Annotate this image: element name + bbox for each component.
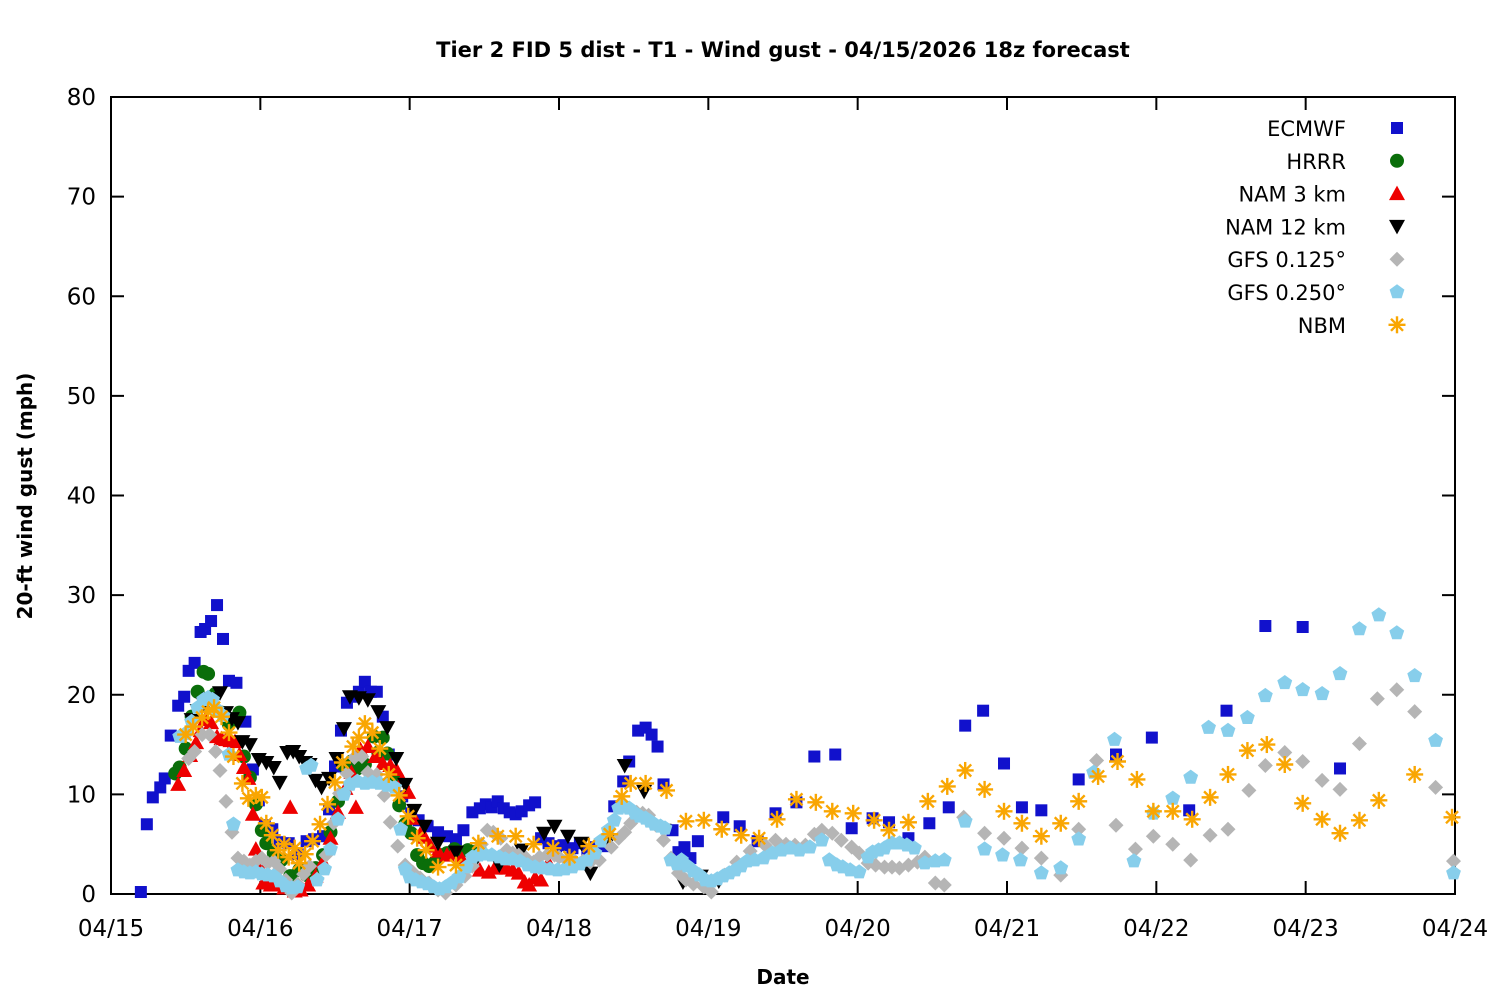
data-markers [134,599,1462,901]
legend-item-nam-12-km: NAM 12 km [1225,215,1405,239]
y-tick-label: 30 [67,583,96,609]
y-tick-label: 50 [67,384,96,410]
legend-label: NAM 12 km [1225,215,1346,239]
legend-item-gfs-0-125-: GFS 0.125° [1227,248,1405,272]
x-tick-label: 04/16 [227,916,293,942]
legend-marker-circle-icon [1390,153,1404,168]
series-gfs-0-125- [181,682,1462,901]
legend-label: HRRR [1286,150,1346,174]
x-tick-label: 04/18 [526,916,592,942]
legend-marker-pentagon-icon [1389,284,1405,299]
x-tick-label: 04/17 [377,916,443,942]
x-tick-label: 04/15 [78,916,144,942]
legend-label: GFS 0.250° [1227,281,1346,305]
y-tick-label: 40 [67,484,96,510]
plot-axes: 0 10 20 30 40 50 60 70 80 04/15 04/16 04/17 04/18 04/… [67,85,1488,942]
legend-item-nbm: NBM [1298,314,1406,338]
legend-item-ecmwf: ECMWF [1267,117,1403,141]
x-tick-label: 04/19 [675,916,741,942]
legend-marker-triangle-down-icon [1389,219,1405,235]
legend-label: NBM [1298,314,1346,338]
series-nbm [177,699,1461,876]
legend-label: NAM 3 km [1238,183,1346,207]
y-tick-label: 70 [67,185,96,211]
series-gfs-0-250- [172,607,1461,896]
y-tick-label: 0 [81,882,96,908]
legend-marker-asterisk-icon [1388,316,1406,334]
legend-marker-triangle-up-icon [1389,185,1405,201]
chart-title: Tier 2 FID 5 dist - T1 - Wind gust - 04/… [436,38,1130,62]
y-axis-label: 20-ft wind gust (mph) [13,373,37,620]
x-tick-label: 04/22 [1123,916,1189,942]
y-tick-label: 10 [67,782,96,808]
legend-marker-diamond-icon [1389,251,1405,267]
legend-item-gfs-0-250-: GFS 0.250° [1227,281,1405,305]
y-tick-label: 20 [67,683,96,709]
legend-item-hrrr: HRRR [1286,150,1404,174]
legend-marker-square-icon [1391,122,1403,134]
legend-item-nam-3-km: NAM 3 km [1238,183,1405,207]
x-tick-label: 04/24 [1422,916,1488,942]
x-tick-label: 04/20 [825,916,891,942]
y-tick-label: 60 [67,284,96,310]
legend-label: ECMWF [1267,117,1346,141]
x-tick-label: 04/21 [974,916,1040,942]
legend-label: GFS 0.125° [1227,248,1346,272]
x-tick-label: 04/23 [1273,916,1339,942]
x-axis-label: Date [756,965,809,989]
y-tick-label: 80 [67,85,96,111]
chart-legend: ECMWF HRRR NAM 3 km NAM 12 km GFS 0.125° GFS … [1225,117,1406,338]
